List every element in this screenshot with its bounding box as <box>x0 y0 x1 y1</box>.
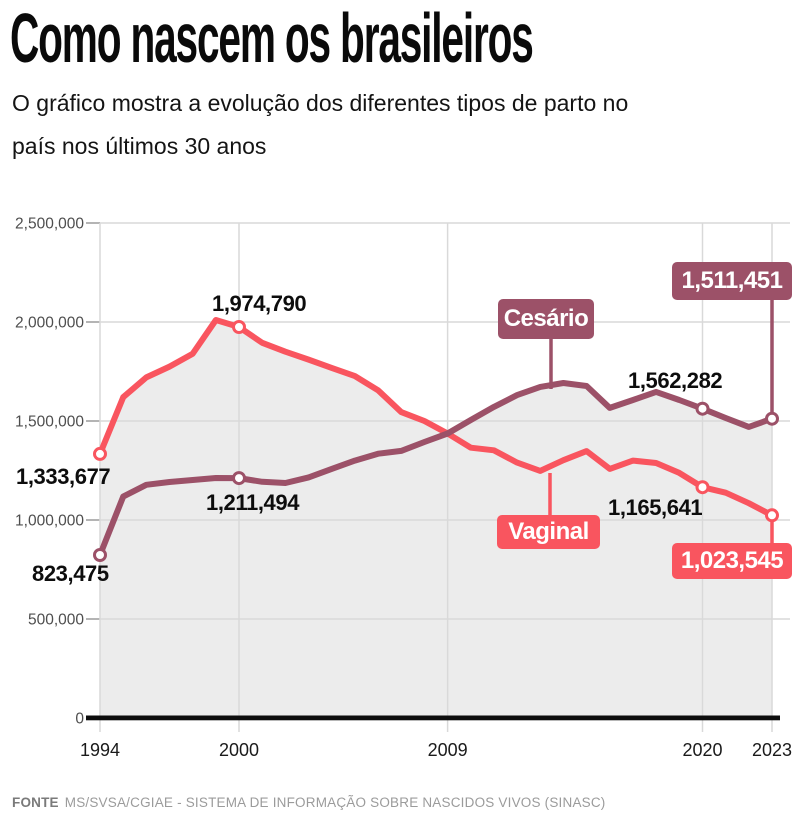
page-subtitle: O gráfico mostra a evolução dos diferent… <box>12 90 629 159</box>
svg-text:1994: 1994 <box>80 740 120 760</box>
svg-text:2020: 2020 <box>682 740 722 760</box>
svg-text:2,000,000: 2,000,000 <box>15 315 84 332</box>
source-label: FONTE <box>12 795 59 810</box>
value-label-cesario-2000: 1,211,494 <box>206 490 300 515</box>
source-text: MS/SVSA/CGIAE - SISTEMA DE INFORMAÇÃO SO… <box>64 795 606 810</box>
value-badge-cesario-2023: 1,511,451 <box>672 262 792 300</box>
value-label-cesario-2020: 1,562,282 <box>628 368 723 393</box>
svg-text:0: 0 <box>75 711 84 728</box>
value-label-cesario-1994: 823,475 <box>32 561 109 586</box>
svg-text:500,000: 500,000 <box>28 612 84 629</box>
source-line: FONTE MS/SVSA/CGIAE - SISTEMA DE INFORMAÇ… <box>12 795 606 810</box>
series-label-cesario: Cesário <box>498 299 594 339</box>
value-label-vaginal-2000: 1,974,790 <box>212 291 307 316</box>
svg-text:2009: 2009 <box>428 740 468 760</box>
value-label-vaginal-1994: 1,333,677 <box>16 464 111 489</box>
svg-text:2000: 2000 <box>219 740 259 760</box>
line-vaginal <box>97 317 775 519</box>
svg-text:1,000,000: 1,000,000 <box>15 513 84 530</box>
value-badge-vaginal-2023: 1,023,545 <box>672 543 792 579</box>
svg-text:2023: 2023 <box>752 740 792 760</box>
y-grid-and-labels: 0 500,000 1,000,000 1,500,000 2,000,000 2,500… <box>15 216 790 728</box>
svg-text:1,500,000: 1,500,000 <box>15 414 84 431</box>
page-title: Como nascem os brasileiros <box>10 0 534 77</box>
point-markers <box>93 320 779 562</box>
svg-text:2,500,000: 2,500,000 <box>15 216 84 233</box>
x-axis-line <box>86 715 780 721</box>
series-label-vaginal: Vaginal <box>497 515 600 549</box>
value-label-vaginal-2020: 1,165,641 <box>608 495 703 520</box>
line-cesário <box>97 380 775 558</box>
